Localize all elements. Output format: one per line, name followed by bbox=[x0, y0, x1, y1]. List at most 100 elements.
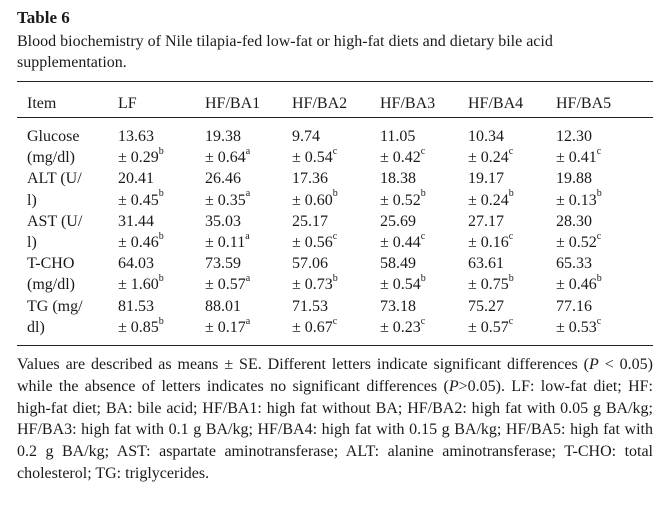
table-cell: 73.59 ± 0.57a bbox=[205, 253, 292, 295]
cell-se: ± 0.73 bbox=[292, 276, 333, 294]
table-cell: 11.05 ± 0.42c bbox=[380, 117, 468, 168]
cell-se-line: ± 0.35a bbox=[205, 189, 292, 211]
table-cell: 71.53 ± 0.67c bbox=[292, 296, 380, 338]
cell-se-line: ± 0.75b bbox=[468, 274, 556, 295]
significance-letter: a bbox=[245, 230, 250, 242]
table-cell: 64.03 ± 1.60b bbox=[118, 253, 205, 295]
significance-letter: b bbox=[332, 188, 338, 200]
table-cell: 26.46 ± 0.35a bbox=[205, 168, 292, 210]
cell-se: ± 0.57 bbox=[468, 318, 509, 336]
header-hf-ba1: HF/BA1 bbox=[205, 95, 261, 112]
significance-letter: b bbox=[158, 315, 164, 327]
header-hf-ba5: HF/BA5 bbox=[556, 95, 612, 112]
table-cell: 73.18 ± 0.23c bbox=[380, 296, 468, 338]
cell-mean: 25.69 bbox=[380, 212, 416, 230]
cell-mean: 58.49 bbox=[380, 255, 416, 273]
table-cell: 25.69 ± 0.44c bbox=[380, 211, 468, 253]
cell-se-line: ± 0.57c bbox=[468, 316, 556, 338]
cell-se: ± 0.42 bbox=[380, 149, 421, 167]
cell-se: ± 0.29 bbox=[118, 149, 159, 167]
significance-letter: b bbox=[508, 273, 514, 285]
cell-se-line: ± 0.46b bbox=[556, 274, 636, 295]
row-item-label: ALT (U/l) bbox=[17, 168, 118, 210]
cell-se-line: ± 0.23c bbox=[380, 316, 468, 338]
item-label-line1: ALT (U/ bbox=[27, 170, 82, 188]
table-caption: Blood biochemistry of Nile tilapia-fed l… bbox=[17, 33, 553, 71]
document: Table 6 Blood biochemistry of Nile tilap… bbox=[17, 6, 653, 482]
cell-se-line: ± 0.13b bbox=[556, 188, 636, 211]
significance-letter: a bbox=[245, 315, 251, 327]
cell-se-line: ± 0.57a bbox=[205, 274, 292, 295]
table-top-rule bbox=[17, 81, 653, 82]
cell-mean: 19.88 bbox=[556, 170, 592, 188]
cell-se: ± 0.35 bbox=[205, 191, 246, 209]
header-hf-ba2: HF/BA2 bbox=[292, 95, 348, 112]
significance-letter: b bbox=[420, 188, 426, 200]
cell-se: ± 0.52 bbox=[556, 234, 597, 252]
cell-se: ± 0.24 bbox=[468, 191, 509, 209]
row-item-label: TG (mg/dl) bbox=[17, 296, 118, 338]
table-cell: 31.44 ± 0.46b bbox=[118, 211, 205, 253]
significance-letter: c bbox=[420, 230, 426, 242]
significance-letter: a bbox=[245, 145, 251, 157]
significance-letter: b bbox=[508, 188, 514, 200]
table-cell: 19.38 ± 0.64a bbox=[205, 117, 292, 168]
cell-se-line: ± 0.44c bbox=[380, 230, 468, 253]
header-hf-ba4: HF/BA4 bbox=[468, 95, 524, 112]
cell-se: ± 0.23 bbox=[380, 318, 421, 336]
cell-se: ± 0.53 bbox=[556, 318, 597, 336]
cell-se-line: ± 0.54b bbox=[380, 274, 468, 295]
cell-se: ± 0.44 bbox=[380, 234, 421, 252]
cell-se: ± 0.75 bbox=[468, 276, 509, 294]
table-cell: 19.17 ± 0.24b bbox=[468, 168, 556, 210]
item-label-line1: Glucose bbox=[27, 128, 80, 145]
cell-mean: 77.16 bbox=[556, 297, 592, 315]
cell-se: ± 0.24 bbox=[468, 149, 509, 167]
significance-letter: b bbox=[158, 188, 164, 200]
cell-se-line: ± 0.54c bbox=[292, 146, 380, 168]
table-cell: 28.30 ± 0.52c bbox=[556, 211, 636, 253]
cell-mean: 17.36 bbox=[292, 170, 328, 188]
significance-letter: b bbox=[158, 145, 164, 157]
cell-se: ± 0.85 bbox=[118, 318, 159, 336]
cell-se: ± 0.46 bbox=[556, 276, 597, 294]
cell-se: ± 0.45 bbox=[118, 191, 159, 209]
table-cell: 18.38 ± 0.52b bbox=[380, 168, 468, 210]
cell-se-line: ± 0.17a bbox=[205, 315, 292, 338]
cell-se: ± 0.11 bbox=[205, 234, 246, 252]
table-cell: 13.63 ± 0.29b bbox=[118, 117, 205, 168]
item-label-line2: (mg/dl) bbox=[27, 276, 75, 294]
significance-letter: c bbox=[508, 230, 514, 242]
cell-mean: 25.17 bbox=[292, 212, 328, 230]
table-bottom-rule bbox=[17, 345, 653, 346]
cell-mean: 28.30 bbox=[556, 212, 592, 230]
cell-se-line: ± 0.41c bbox=[556, 146, 636, 168]
significance-letter: c bbox=[332, 315, 338, 327]
cell-se-line: ± 0.60b bbox=[292, 188, 380, 211]
cell-se: ± 0.16 bbox=[468, 234, 509, 252]
header-lf: LF bbox=[118, 95, 137, 112]
table-cell: 75.27 ± 0.57c bbox=[468, 296, 556, 338]
footnote-p-symbol: P bbox=[589, 356, 599, 373]
cell-se: ± 0.46 bbox=[118, 234, 159, 252]
table-cell: 9.74 ± 0.54c bbox=[292, 117, 380, 168]
table-cell: 20.41 ± 0.45b bbox=[118, 168, 205, 210]
table-cell: 25.17 ± 0.56c bbox=[292, 211, 380, 253]
table-cell: 63.61 ± 0.75b bbox=[468, 253, 556, 295]
table-cell: 88.01 ± 0.17a bbox=[205, 296, 292, 338]
cell-mean: 19.17 bbox=[468, 170, 504, 188]
significance-letter: b bbox=[596, 188, 602, 200]
cell-mean: 31.44 bbox=[118, 212, 154, 230]
cell-mean: 11.05 bbox=[380, 128, 416, 145]
cell-se: ± 0.67 bbox=[292, 318, 333, 336]
table-row: ALT (U/l) 20.41 ± 0.45b 26.46 ± 0.35a 17.36 ± … bbox=[17, 168, 636, 210]
cell-se: ± 0.13 bbox=[556, 191, 597, 209]
row-item-label: AST (U/l) bbox=[17, 211, 118, 253]
cell-mean: 88.01 bbox=[205, 297, 241, 315]
data-table: Item LF HF/BA1 HF/BA2 HF/BA3 HF/BA4 HF/B… bbox=[17, 90, 636, 338]
significance-letter: c bbox=[596, 230, 602, 242]
cell-mean: 81.53 bbox=[118, 297, 154, 315]
table-row: T-CHO (mg/dl) 64.03 ± 1.60b 73.59 ± 0.57a 57.0… bbox=[17, 253, 636, 295]
significance-letter: a bbox=[245, 273, 251, 285]
table-row: AST (U/l) 31.44 ± 0.46b 35.03 ± 0.11a 25.17 ± … bbox=[17, 211, 636, 253]
